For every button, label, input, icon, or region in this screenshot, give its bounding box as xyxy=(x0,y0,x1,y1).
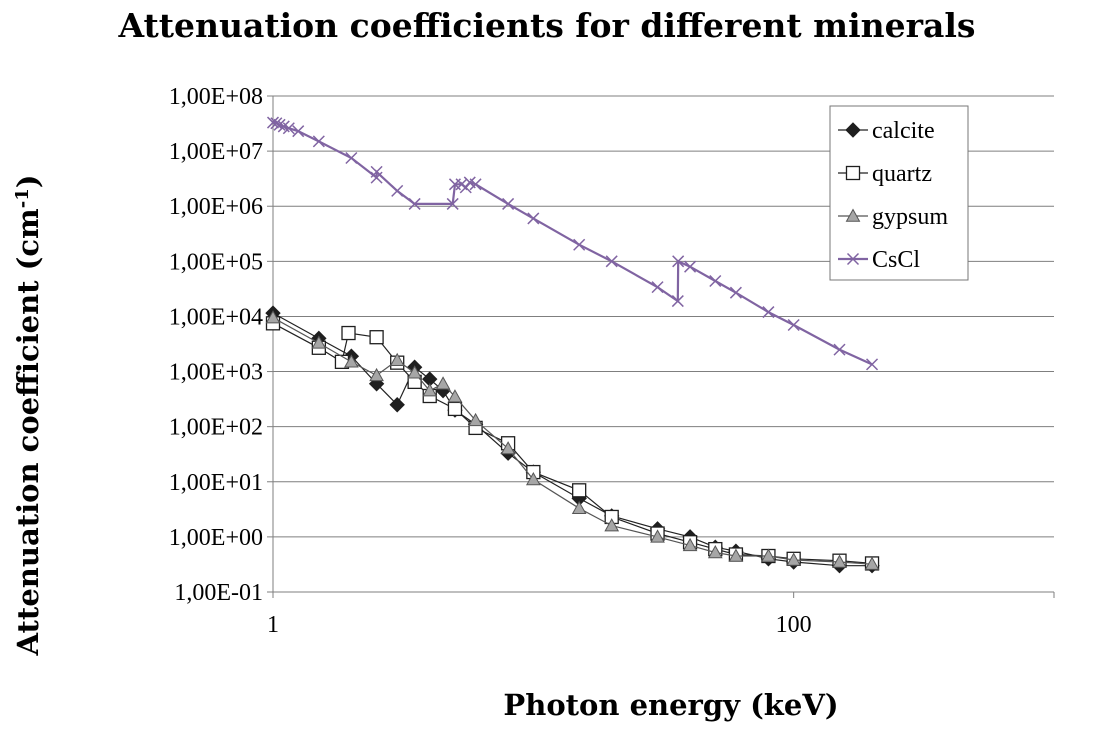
data-point-cscl xyxy=(651,281,664,294)
data-point-quartz xyxy=(572,483,587,498)
data-point-cscl xyxy=(370,165,383,178)
data-point-cscl xyxy=(573,238,586,251)
y-tick-label: 1,00E+03 xyxy=(169,360,263,386)
x-axis-title: Photon energy (keV) xyxy=(503,688,838,722)
data-point-cscl xyxy=(270,117,283,130)
legend-items: calcite quartz gypsum CsCl xyxy=(838,118,948,273)
data-point-gypsum xyxy=(864,556,880,570)
data-point-cscl xyxy=(391,184,404,197)
y-tick-label: 1,00E+06 xyxy=(169,194,263,220)
data-point-quartz xyxy=(341,325,356,341)
series-cscl xyxy=(266,116,879,371)
y-axis-title-superscript: -1 xyxy=(12,188,33,208)
series-line-quartz xyxy=(272,322,873,564)
legend-label-quartz: quartz xyxy=(872,161,932,187)
y-axis-tick-labels: 1,00E-01 1,00E+00 1,00E+01 1,00E+02 1,00E+03… xyxy=(169,84,263,606)
y-tick-label: 1,00E+02 xyxy=(169,415,263,441)
data-point-cscl xyxy=(273,118,286,131)
data-point-gypsum xyxy=(369,367,384,382)
series-calcite xyxy=(265,305,880,574)
data-point-cscl xyxy=(266,116,280,129)
data-point-gypsum xyxy=(407,365,422,379)
y-axis-title-main: Attenuation coefficient (cm xyxy=(11,208,45,656)
data-point-cscl xyxy=(671,295,684,308)
data-point-gypsum xyxy=(311,335,327,349)
data-point-cscl xyxy=(787,318,800,332)
series-line-cscl xyxy=(272,121,873,366)
data-point-cscl xyxy=(684,260,697,273)
legend-item-gypsum: gypsum xyxy=(838,204,948,230)
y-tick-label: 1,00E+05 xyxy=(169,249,263,275)
data-point-cscl xyxy=(729,286,742,299)
data-point-cscl xyxy=(282,122,295,135)
data-point-gypsum xyxy=(604,518,620,532)
data-point-gypsum xyxy=(500,441,516,455)
legend-marker-cscl xyxy=(846,252,860,266)
data-point-gypsum xyxy=(832,554,847,568)
data-point-cscl xyxy=(370,171,383,184)
data-point-gypsum xyxy=(682,537,698,552)
y-axis-title-close: ) xyxy=(11,175,45,189)
series-gypsum xyxy=(265,310,880,570)
y-tick-label: 1,00E+07 xyxy=(169,139,263,165)
y-tick-label: 1,00E-01 xyxy=(174,580,263,606)
legend-marker-gypsum xyxy=(845,208,861,222)
data-point-gypsum xyxy=(344,354,359,368)
data-point-cscl xyxy=(866,358,879,371)
data-point-cscl xyxy=(605,255,618,268)
legend-marker-quartz xyxy=(845,165,861,181)
legend-label-calcite: calcite xyxy=(872,118,935,144)
chart-title: Attenuation coefficients for different m… xyxy=(117,6,975,45)
data-point-gypsum xyxy=(525,471,541,486)
legend-label-cscl: CsCl xyxy=(872,247,920,273)
data-point-cscl xyxy=(408,197,421,210)
x-axis-tick-labels: 1 100 xyxy=(267,612,812,638)
data-point-gypsum xyxy=(389,352,405,367)
data-point-cscl xyxy=(833,343,846,356)
y-tick-label: 1,00E+04 xyxy=(169,304,263,330)
x-tick-label: 1 xyxy=(267,612,279,638)
data-point-calcite xyxy=(389,397,405,413)
data-point-gypsum xyxy=(468,412,483,427)
data-point-gypsum xyxy=(265,310,281,324)
data-point-cscl xyxy=(345,151,358,165)
legend-marker-calcite xyxy=(845,122,861,138)
data-point-gypsum xyxy=(447,389,463,403)
data-point-gypsum xyxy=(571,500,587,515)
legend-item-calcite: calcite xyxy=(838,118,935,144)
legend-label-gypsum: gypsum xyxy=(872,204,948,230)
data-point-quartz xyxy=(369,330,384,345)
data-point-gypsum xyxy=(728,548,744,562)
series-line-calcite xyxy=(272,312,872,567)
data-point-cscl xyxy=(527,212,540,225)
x-tick-label: 100 xyxy=(776,612,812,638)
legend-item-cscl: CsCl xyxy=(838,247,920,273)
data-point-cscl xyxy=(312,135,325,148)
legend: calcite quartz gypsum CsCl xyxy=(829,105,969,281)
y-tick-label: 1,00E+00 xyxy=(169,525,263,551)
plot-series xyxy=(265,116,880,574)
data-point-quartz xyxy=(447,401,463,417)
y-axis-title: Attenuation coefficient (cm-1) xyxy=(11,175,45,657)
series-line-gypsum xyxy=(272,317,873,565)
data-point-gypsum xyxy=(786,552,802,566)
data-point-cscl xyxy=(762,306,775,319)
data-point-gypsum xyxy=(422,383,438,397)
data-point-gypsum xyxy=(650,529,665,543)
y-tick-label: 1,00E+01 xyxy=(169,470,263,496)
data-point-cscl xyxy=(672,255,685,268)
data-point-cscl xyxy=(446,197,459,210)
series-quartz xyxy=(265,316,880,571)
data-point-gypsum xyxy=(761,548,776,562)
data-point-cscl xyxy=(709,274,722,288)
data-point-cscl xyxy=(292,125,305,138)
data-point-cscl xyxy=(469,178,482,191)
data-point-cscl xyxy=(502,197,515,210)
data-point-gypsum xyxy=(707,545,723,559)
data-point-gypsum xyxy=(435,376,451,390)
legend-item-quartz: quartz xyxy=(838,161,932,187)
y-tick-label: 1,00E+08 xyxy=(169,84,263,110)
